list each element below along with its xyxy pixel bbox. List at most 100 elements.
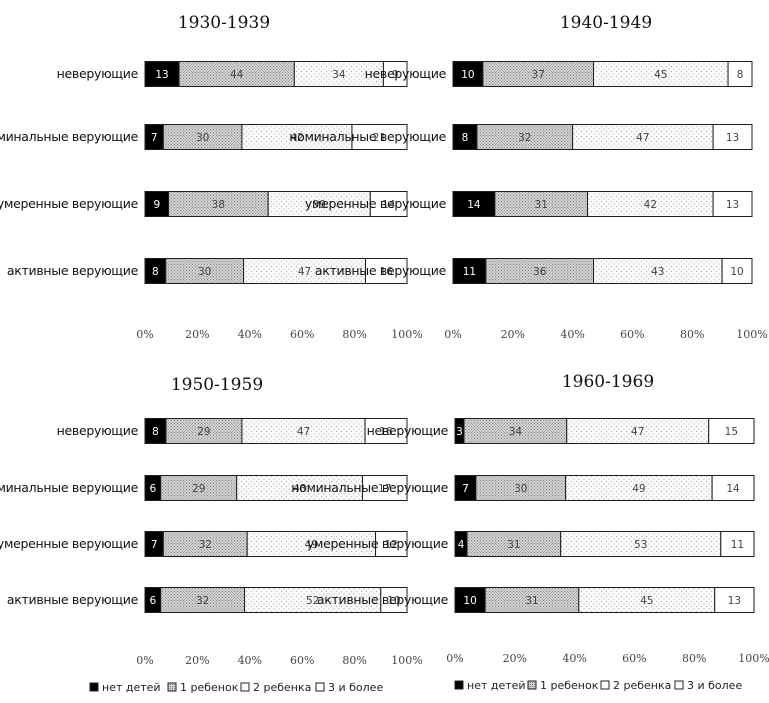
bar-segment-two [246,531,377,557]
bar-segment-two [293,61,384,87]
bar-segment-one [160,587,246,613]
data-label: 44 [230,69,244,81]
legend-swatch-three [315,682,325,692]
data-label: 10 [463,595,476,607]
data-label: 38 [212,199,225,211]
data-label: 12 [385,539,398,551]
bar-segment-one [466,531,562,557]
x-tick-label: 60% [290,328,314,341]
bar-segment-none [144,61,180,87]
bar-segment-two [578,587,716,613]
data-label: 42 [290,132,303,144]
bar-segment-two [241,418,366,444]
panel-title: 1930-1939 [178,13,270,33]
legend-label: 1 ребенок [540,679,599,692]
legend-swatch-two [240,682,250,692]
bar-segment-one [168,191,269,217]
category-label: умеренные верующие [307,536,449,551]
bar-segment-one [475,475,567,501]
data-label: 32 [196,595,209,607]
legend-label: 1 ребенок [180,681,239,694]
data-label: 13 [155,69,168,81]
data-label: 8 [152,426,159,438]
data-label: 47 [298,266,311,278]
bar-segment-two [267,191,371,217]
bar-segment-two [243,258,366,284]
bar-segment-three [721,258,753,284]
x-tick-label: 20% [501,328,525,341]
bar-segment-none [452,258,487,284]
bar-segment-one [165,258,245,284]
legends: нет детей 1 ребенок 2 ребенка 3 и более нет … [89,679,742,694]
data-label: 49 [305,539,318,551]
x-tick-label: 20% [185,654,209,667]
category-label: номинальные верующие [0,480,139,495]
category-label: номинальные верующие [289,129,446,144]
data-label: 39 [313,199,326,211]
bar-segment-two [566,418,710,444]
chart-panels: 1930-1939неверующие1344349номинальные ве… [0,13,769,667]
x-tick-label: 60% [622,652,646,665]
data-label: 6 [150,595,157,607]
bar-segment-one [160,475,238,501]
legend-1: нет детей 1 ребенок 2 ребенка 3 и более [89,681,383,694]
panel-title: 1940-1949 [560,13,652,33]
bar-segment-three [369,191,408,217]
data-label: 8 [462,132,469,144]
data-label: 14 [382,199,396,211]
data-label: 52 [306,595,319,607]
panel-title: 1950-1959 [171,375,263,395]
chart-panel-1: 1930-1939 неверующие 13 44 34 9 номинальные ве… [0,13,423,341]
bar-segment-three [714,587,755,613]
bar-segment-three [708,418,755,444]
data-label: 11 [463,266,476,278]
data-label: 45 [654,69,667,81]
data-label: 43 [651,266,664,278]
bar-segment-one [476,124,574,150]
bar-segment-one [165,418,243,444]
category-label: умеренные верующие [0,536,139,551]
legend-label: нет детей [102,681,161,694]
category-label: неверующие [365,66,447,81]
data-label: 11 [731,539,744,551]
x-tick-label: 100% [738,652,769,665]
bar-segment-two [244,587,382,613]
data-label: 16 [380,266,394,278]
legend-label: 3 и более [328,681,383,694]
bar-segment-three [712,124,753,150]
category-label: активные верующие [317,592,449,607]
x-tick-label: 100% [391,654,422,667]
bar-segment-three [720,531,755,557]
x-tick-label: 60% [620,328,644,341]
x-tick-label: 80% [682,652,706,665]
data-label: 21 [373,132,386,144]
legend-swatch-none [89,682,99,692]
category-label: номинальные верующие [291,480,448,495]
category-label: неверующие [57,66,139,81]
data-label: 14 [467,199,481,211]
legend-label: 3 и более [687,679,742,692]
data-label: 3 [456,426,463,438]
data-label: 10 [730,266,743,278]
data-label: 48 [293,483,306,495]
x-tick-label: 0% [136,328,153,341]
chart-panel-2: 1940-1949 неверующие 10 37 45 8 номинальные ве… [289,13,768,341]
bar-segment-two [560,531,722,557]
category-label: неверующие [367,423,449,438]
data-label: 30 [198,266,211,278]
bar-segment-three [711,475,755,501]
data-label: 34 [332,69,346,81]
category-label: активные верующие [315,263,447,278]
data-label: 9 [153,199,160,211]
x-tick-label: 40% [238,654,262,667]
x-tick-label: 0% [136,654,153,667]
bar-segment-three [364,418,408,444]
x-tick-label: 80% [342,328,366,341]
legend-swatch-three [674,680,684,690]
data-label: 13 [726,132,739,144]
data-label: 47 [636,132,649,144]
x-tick-label: 40% [238,328,262,341]
